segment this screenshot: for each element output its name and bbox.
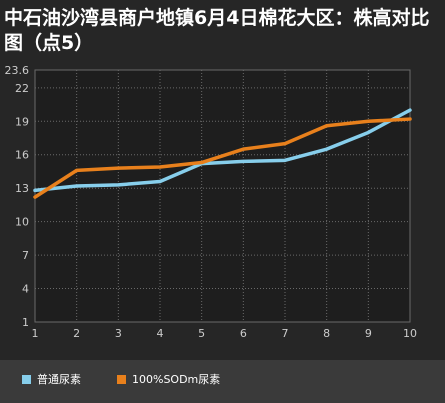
legend-swatch-series-2 xyxy=(117,375,126,384)
legend-item-series-2: 100%SODm尿素 xyxy=(117,372,220,388)
x-tick-label: 2 xyxy=(73,327,80,340)
legend-swatch-series-1 xyxy=(22,375,31,384)
y-tick-label: 1 xyxy=(22,316,29,329)
y-tick-label: 19 xyxy=(15,115,29,128)
series-line-1 xyxy=(33,108,412,193)
series-line-2 xyxy=(33,117,412,199)
y-tick-label: 7 xyxy=(22,249,29,262)
x-tick-label: 3 xyxy=(115,327,122,340)
y-tick-label: 16 xyxy=(15,149,29,162)
x-tick-label: 7 xyxy=(282,327,289,340)
x-tick-label: 6 xyxy=(240,327,247,340)
x-tick-label: 5 xyxy=(198,327,205,340)
x-tick-label: 4 xyxy=(157,327,164,340)
x-tick-label: 9 xyxy=(365,327,372,340)
y-tick-label: 13 xyxy=(15,182,29,195)
chart-title: 中石油沙湾县商户地镇6月4日棉花大区：株高对比图（点5） xyxy=(4,7,430,54)
y-tick-label: 10 xyxy=(15,216,29,229)
y-tick-label: 22 xyxy=(15,82,29,95)
legend: 普通尿素 100%SODm尿素 xyxy=(0,360,445,403)
plot-area xyxy=(34,69,411,323)
line-chart: 1 4 7 10 13 16 19 22 23.6 1 2 3 4 5 6 7 8 9 10 xyxy=(5,64,418,340)
y-tick-label: 4 xyxy=(22,283,29,296)
legend-label-series-1: 普通尿素 xyxy=(37,373,81,386)
x-tick-label: 8 xyxy=(323,327,330,340)
x-tick-label: 1 xyxy=(32,327,39,340)
legend-item-series-1: 普通尿素 xyxy=(22,372,81,388)
y-tick-label: 23.6 xyxy=(5,64,30,77)
legend-label-series-2: 100%SODm尿素 xyxy=(132,373,221,386)
x-tick-label: 10 xyxy=(403,327,417,340)
